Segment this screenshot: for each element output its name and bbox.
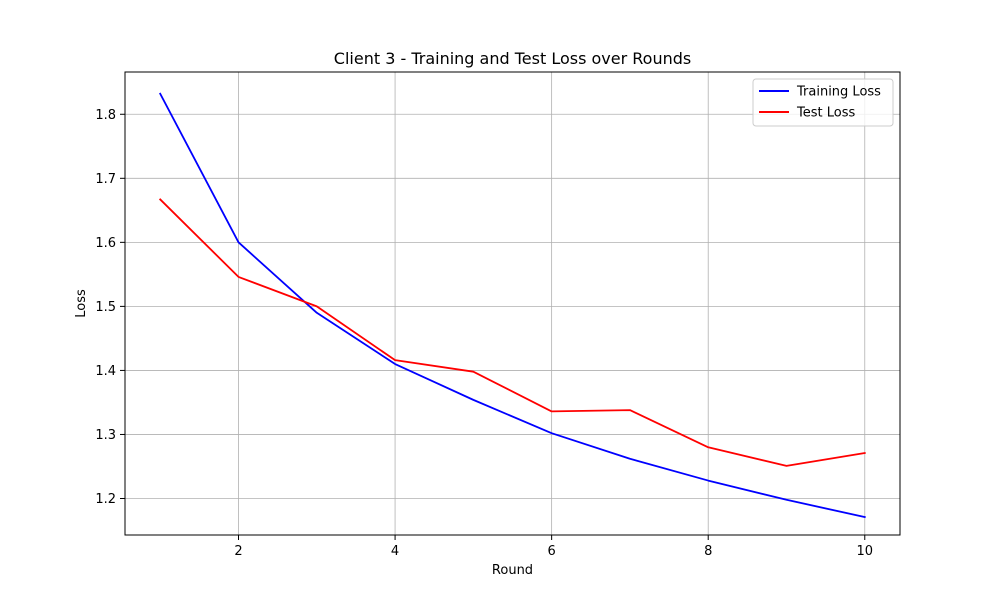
y-tick-label: 1.2: [95, 492, 116, 507]
x-tick-label: 10: [856, 544, 873, 559]
y-tick-label: 1.7: [95, 172, 116, 187]
y-tick-label: 1.6: [95, 236, 116, 251]
y-axis-label: Loss: [74, 289, 89, 318]
grid: [125, 72, 900, 535]
series-lines: [158, 92, 866, 519]
plot-area-frame: [124, 71, 901, 536]
series-line-test-loss: [158, 198, 866, 467]
series-line-training-loss: [159, 92, 866, 519]
x-tick-label: 2: [234, 544, 242, 559]
legend-label-test-loss: Test Loss: [796, 106, 855, 121]
y-tick-label: 1.8: [95, 108, 116, 123]
legend-label-training-loss: Training Loss: [796, 85, 881, 100]
legend: Training Loss Test Loss: [752, 78, 894, 127]
x-tick-label: 4: [391, 544, 399, 559]
x-tick-label: 8: [704, 544, 712, 559]
x-tick-label: 6: [548, 544, 556, 559]
x-axis-label: Round: [492, 563, 533, 578]
y-tick-label: 1.4: [95, 364, 116, 379]
chart-title: Client 3 - Training and Test Loss over R…: [334, 49, 691, 68]
axis-ticks: 2 4 6 8 10 1.2 1.3 1.4 1.5 1.6 1.7 1.8: [95, 108, 873, 559]
y-tick-label: 1.5: [95, 300, 116, 315]
y-tick-label: 1.3: [95, 428, 116, 443]
